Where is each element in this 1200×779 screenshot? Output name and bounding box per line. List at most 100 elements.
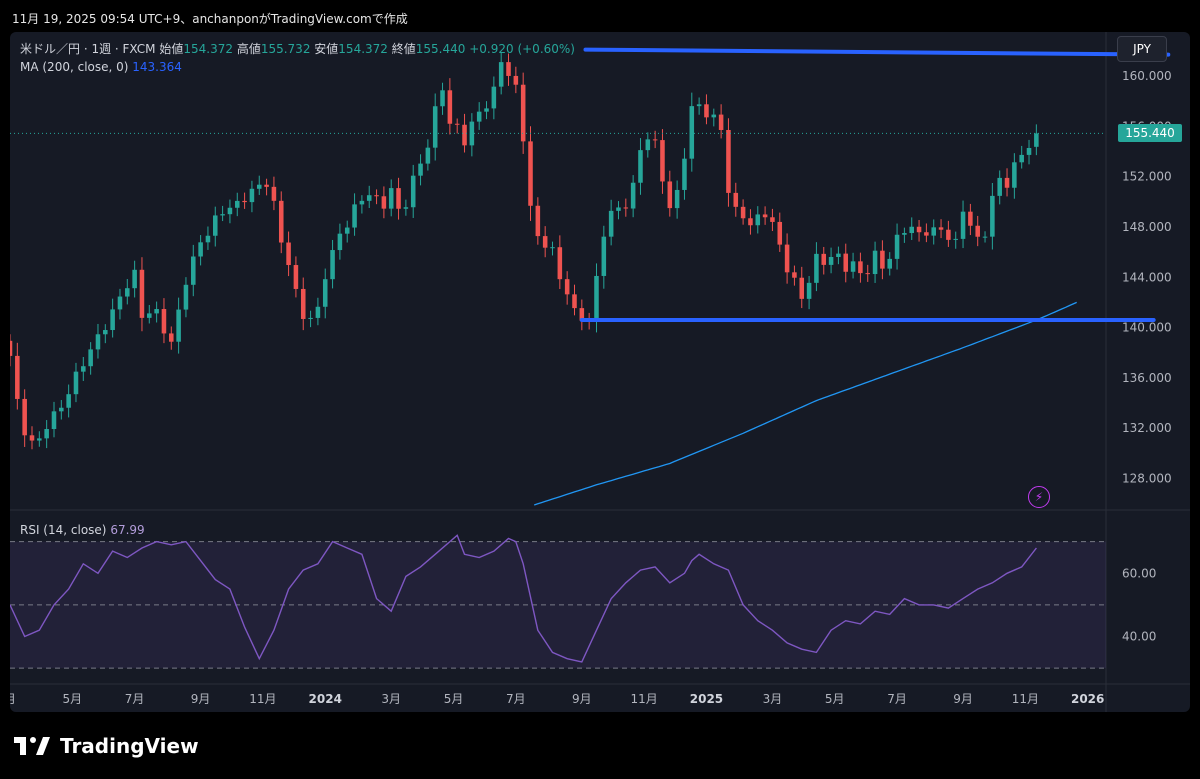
candle-body	[953, 238, 958, 240]
candle-body	[132, 269, 137, 289]
time-tick-label: 11月	[249, 692, 276, 706]
tradingview-logo[interactable]: TradingView	[14, 734, 199, 758]
close-value: 155.440	[415, 42, 466, 56]
candle-body	[300, 288, 306, 319]
candle-body	[286, 242, 291, 266]
candle-body	[44, 429, 49, 439]
candle-body	[960, 211, 966, 239]
symbol-label[interactable]: 米ドル／円 · 1週 · FXCM	[20, 42, 156, 56]
candle-body	[161, 309, 167, 334]
lightning-icon[interactable]: ⚡	[1028, 486, 1050, 508]
time-tick-label: 5月	[444, 692, 464, 706]
candle-body	[15, 355, 20, 399]
trendline-resistance[interactable]	[583, 47, 1171, 57]
candle-body	[894, 234, 900, 259]
currency-button[interactable]: JPY	[1117, 36, 1167, 62]
candle-body	[59, 407, 64, 412]
ma-200-line[interactable]	[533, 301, 1077, 506]
time-tick-label: 9月	[953, 692, 973, 706]
candle-body	[154, 309, 159, 314]
candle-body	[29, 435, 35, 441]
rsi-label[interactable]: RSI (14, close)	[20, 523, 107, 537]
candle-body	[381, 196, 387, 209]
candle-body	[872, 250, 878, 275]
candle-body	[234, 200, 240, 208]
candle-body	[821, 253, 827, 265]
time-tick-label: 2024	[309, 692, 342, 706]
candle-body	[704, 104, 709, 118]
candle-body	[667, 181, 673, 209]
candle-body	[777, 221, 783, 245]
candle-body	[711, 114, 717, 118]
candle-body	[572, 294, 577, 309]
rsi-value: 67.99	[110, 523, 145, 537]
last-price-tag: 155.440	[1118, 124, 1182, 143]
candle-body	[256, 184, 262, 189]
candle-body	[103, 330, 108, 335]
candle-body	[975, 225, 980, 237]
candle-body	[66, 394, 71, 408]
low-label: 安値	[314, 42, 339, 56]
price-legend: 米ドル／円 · 1週 · FXCM 始値154.372 高値155.732 安値…	[20, 40, 575, 76]
candle-body	[806, 282, 812, 299]
candle-body	[403, 207, 409, 209]
candle-body	[938, 227, 944, 230]
candle-body	[242, 200, 247, 203]
candle-body	[278, 200, 284, 243]
price-tick-label: 140.000	[1122, 321, 1172, 335]
candle-body	[880, 250, 885, 269]
time-tick-label: 3月	[763, 692, 783, 706]
candle-body	[374, 195, 379, 197]
candle-body	[88, 349, 93, 367]
candle-body	[183, 284, 189, 310]
candle-body	[484, 108, 489, 112]
candle-body	[638, 150, 643, 183]
candle-body	[447, 90, 453, 124]
candle-body	[887, 258, 893, 269]
close-label: 終値	[391, 42, 416, 56]
candle-body	[227, 207, 233, 215]
ma-label[interactable]: MA (200, close, 0)	[20, 60, 129, 74]
chart-canvas[interactable]: 128.000 132.000 136.000 140.000 144.000 148.0…	[10, 32, 1190, 712]
candle-body	[293, 265, 299, 289]
candle-body	[271, 186, 277, 201]
candle-body	[616, 207, 621, 211]
candle-body	[931, 227, 936, 236]
time-tick-label: 7月	[125, 692, 145, 706]
candle-body	[308, 317, 313, 319]
candle-body	[740, 206, 746, 219]
chart-panel[interactable]: 128.000 132.000 136.000 140.000 144.000 148.0…	[10, 32, 1190, 712]
rsi-tick-label: 40.00	[1122, 630, 1156, 644]
rsi-tick-label: 60.00	[1122, 566, 1156, 580]
candle-body	[924, 232, 929, 236]
price-tick-label: 128.000	[1122, 472, 1172, 486]
candle-body	[212, 215, 218, 236]
change-value: +0.920 (+0.60%)	[469, 42, 575, 56]
time-tick-label: 2026	[1071, 692, 1104, 706]
candle-body	[946, 229, 951, 240]
time-tick-label: 5月	[825, 692, 845, 706]
candle-body	[982, 236, 988, 238]
candle-body	[322, 279, 328, 307]
candle-body	[1004, 177, 1010, 188]
candle-body	[396, 188, 401, 209]
candle-body	[770, 217, 775, 222]
candle-body	[762, 214, 768, 218]
candle-body	[418, 163, 423, 176]
candle-body	[535, 205, 541, 237]
candle-body	[1026, 148, 1032, 155]
candle-body	[836, 253, 841, 258]
candle-body	[330, 250, 335, 280]
time-tick-label: 7月	[887, 692, 907, 706]
candle-body	[916, 226, 922, 233]
candle-body	[1012, 162, 1017, 188]
high-label: 高値	[236, 42, 261, 56]
price-tick-label: 148.000	[1122, 220, 1172, 234]
candle-body	[843, 253, 849, 272]
high-value: 155.732	[260, 42, 311, 56]
candle-body	[117, 296, 123, 310]
candle-body	[264, 184, 269, 187]
candle-body	[726, 129, 731, 193]
candle-body	[550, 247, 555, 249]
rsi-line[interactable]	[10, 534, 1037, 663]
